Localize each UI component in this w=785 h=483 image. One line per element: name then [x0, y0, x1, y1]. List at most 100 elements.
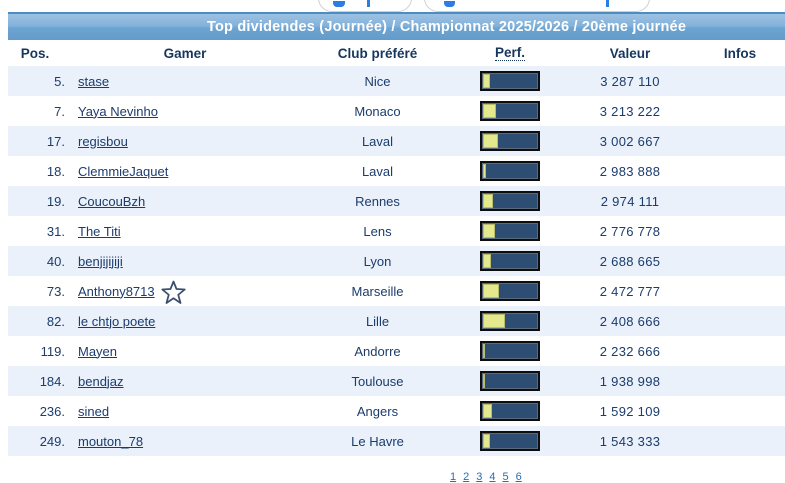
perf-bar	[480, 401, 540, 421]
club-cell: Monaco	[354, 103, 401, 119]
gamer-cell: bendjaz	[70, 374, 300, 389]
perf-bar	[480, 371, 540, 391]
pagination-link[interactable]: 6	[515, 471, 522, 483]
valeur-cell: 2 408 666	[599, 313, 661, 329]
table-row: 184. bendjaz Toulouse 1 938 998	[8, 366, 785, 396]
perf-bar-fill	[483, 374, 485, 388]
header-perf: Perf.	[455, 45, 565, 61]
club-cell: Laval	[361, 133, 394, 149]
gamer-cell: The Titi	[70, 224, 300, 239]
valeur-cell: 2 472 777	[599, 283, 661, 299]
perf-cell	[455, 71, 565, 91]
valeur-cell: 3 287 110	[600, 73, 660, 89]
perf-cell	[455, 191, 565, 211]
perf-bar-fill	[483, 344, 485, 358]
pos-cell: 249.	[39, 433, 65, 449]
perf-cell	[455, 221, 565, 241]
pos-cell: 17.	[46, 133, 65, 149]
header-club: Club préféré	[337, 45, 418, 61]
valeur-cell: 3 002 667	[599, 133, 661, 149]
pagination-link[interactable]: 2	[463, 471, 470, 483]
top-right-partial-button[interactable]	[424, 0, 650, 12]
gamer-cell: regisbou	[70, 134, 300, 149]
valeur-cell: 2 232 666	[599, 343, 661, 359]
pos-cell: 19.	[46, 193, 65, 209]
perf-bar	[480, 101, 540, 121]
club-cell: Toulouse	[351, 373, 404, 389]
club-cell: Lyon	[363, 253, 392, 269]
header-infos: Infos	[723, 45, 757, 61]
perf-cell	[455, 281, 565, 301]
perf-bar-fill	[483, 224, 496, 238]
table-row: 119. Mayen Andorre 2 232 666	[8, 336, 785, 366]
gamer-cell: sined	[70, 404, 300, 419]
perf-cell	[455, 161, 565, 181]
header-valeur: Valeur	[609, 45, 651, 61]
gamer-link[interactable]: bendjaz	[78, 373, 124, 389]
pagination-link[interactable]: 3	[476, 471, 483, 483]
gamer-link[interactable]: stase	[78, 73, 110, 89]
perf-bar	[480, 251, 540, 271]
perf-bar	[480, 311, 540, 331]
pos-cell: 7.	[54, 103, 65, 119]
perf-cell	[455, 101, 565, 121]
valeur-cell: 1 543 333	[599, 433, 661, 449]
table-title-bar: Top dividendes (Journée) / Championnat 2…	[8, 12, 785, 40]
valeur-cell: 2 688 665	[599, 253, 661, 269]
club-cell: Andorre	[354, 343, 401, 359]
perf-bar	[480, 191, 540, 211]
top-left-partial-button[interactable]	[318, 0, 412, 12]
perf-sort-link[interactable]: Perf.	[494, 45, 525, 61]
gamer-link[interactable]: regisbou	[78, 133, 128, 149]
favorite-star-icon	[161, 280, 186, 304]
perf-bar	[480, 221, 540, 241]
pagination-link[interactable]: 4	[489, 471, 496, 483]
pos-cell: 73.	[46, 283, 65, 299]
table-row: 249. mouton_78 Le Havre 1 543 333	[8, 426, 785, 456]
gamer-cell: ClemmieJaquet	[70, 164, 300, 179]
gamer-link[interactable]: ClemmieJaquet	[78, 163, 169, 179]
pagination-link[interactable]: 1	[450, 471, 457, 483]
perf-cell	[455, 431, 565, 451]
gamer-link[interactable]: sined	[78, 403, 110, 419]
table-row: 7. Yaya Nevinho Monaco 3 213 222	[8, 96, 785, 126]
pos-cell: 18.	[46, 163, 65, 179]
leaderboard-rows: 5. stase Nice 3 287 110 7. Yaya Nevinho …	[8, 66, 785, 456]
club-cell: Le Havre	[351, 433, 404, 449]
pos-cell: 40.	[46, 253, 65, 269]
table-row: 82. le chtjo poete Lille 2 408 666	[8, 306, 785, 336]
club-cell: Marseille	[351, 283, 404, 299]
table-row: 18. ClemmieJaquet Laval 2 983 888	[8, 156, 785, 186]
table-row: 17. regisbou Laval 3 002 667	[8, 126, 785, 156]
club-cell: Laval	[361, 163, 394, 179]
header-gamer: Gamer	[163, 45, 207, 61]
gamer-link[interactable]: The Titi	[78, 223, 121, 239]
pagination-link[interactable]: 5	[502, 471, 509, 483]
table-row: 73. Anthony8713 Marseille 2 472 777	[8, 276, 785, 306]
club-cell: Angers	[356, 403, 399, 419]
gamer-link[interactable]: CoucouBzh	[78, 193, 146, 209]
pos-cell: 82.	[46, 313, 65, 329]
perf-bar-fill	[483, 404, 492, 418]
valeur-cell: 1 938 998	[599, 373, 661, 389]
table-row: 40. benjijijiji Lyon 2 688 665	[8, 246, 785, 276]
table-row: 5. stase Nice 3 287 110	[8, 66, 785, 96]
gamer-cell: mouton_78	[70, 434, 300, 449]
pos-cell: 184.	[39, 373, 65, 389]
button-text-fragment	[606, 0, 609, 7]
gamer-link[interactable]: le chtjo poete	[78, 313, 156, 329]
gamer-cell: Yaya Nevinho	[70, 104, 300, 119]
gamer-cell: le chtjo poete	[70, 314, 300, 329]
gamer-link[interactable]: Anthony8713	[78, 283, 155, 299]
gamer-link[interactable]: mouton_78	[78, 433, 144, 449]
perf-cell	[455, 131, 565, 151]
table-row: 19. CoucouBzh Rennes 2 974 111	[8, 186, 785, 216]
pos-cell: 31.	[46, 223, 65, 239]
valeur-cell: 2 974 111	[600, 193, 660, 209]
button-icon-fragment	[444, 1, 455, 7]
gamer-link[interactable]: benjijijiji	[78, 253, 123, 269]
gamer-link[interactable]: Mayen	[78, 343, 118, 359]
gamer-link[interactable]: Yaya Nevinho	[78, 103, 158, 119]
